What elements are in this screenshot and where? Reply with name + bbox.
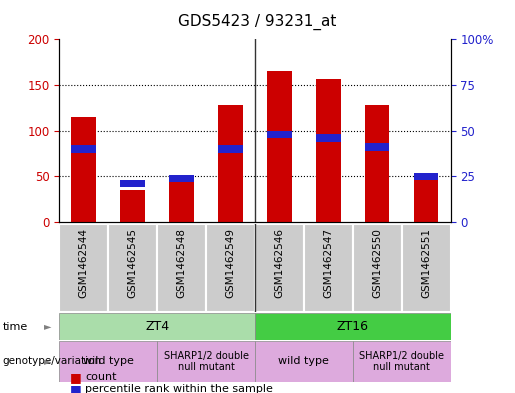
Bar <box>59 224 108 312</box>
Text: SHARP1/2 double
null mutant: SHARP1/2 double null mutant <box>163 351 249 372</box>
Text: GSM1462544: GSM1462544 <box>79 228 89 298</box>
Text: wild type: wild type <box>279 356 329 366</box>
Bar <box>72 117 96 222</box>
Text: ►: ► <box>44 321 51 332</box>
Text: GSM1462545: GSM1462545 <box>128 228 138 298</box>
Bar <box>365 105 389 222</box>
Bar <box>108 224 157 312</box>
Text: ■: ■ <box>70 371 81 384</box>
Text: time: time <box>3 321 28 332</box>
Bar <box>353 224 402 312</box>
Text: count: count <box>85 372 116 382</box>
Text: GSM1462547: GSM1462547 <box>323 228 333 298</box>
Text: GSM1462550: GSM1462550 <box>372 228 382 298</box>
Bar <box>218 105 243 222</box>
Text: percentile rank within the sample: percentile rank within the sample <box>85 384 273 393</box>
Bar <box>316 134 340 141</box>
Bar <box>365 143 389 151</box>
Text: GDS5423 / 93231_at: GDS5423 / 93231_at <box>178 14 337 30</box>
Bar <box>414 178 438 222</box>
Text: ■: ■ <box>70 382 81 393</box>
Bar <box>353 341 451 382</box>
Text: genotype/variation: genotype/variation <box>3 356 101 366</box>
Text: GSM1462548: GSM1462548 <box>177 228 186 298</box>
Text: ►: ► <box>44 356 51 366</box>
Bar <box>206 224 255 312</box>
Text: GSM1462549: GSM1462549 <box>226 228 235 298</box>
Bar <box>255 341 353 382</box>
Bar <box>316 79 340 222</box>
Text: wild type: wild type <box>83 356 133 366</box>
Text: ZT16: ZT16 <box>337 320 369 333</box>
Bar <box>267 71 291 222</box>
Bar <box>169 174 194 182</box>
Bar <box>255 224 304 312</box>
Bar <box>59 341 157 382</box>
Text: GSM1462551: GSM1462551 <box>421 228 431 298</box>
Bar <box>304 224 353 312</box>
Bar <box>121 190 145 222</box>
Text: GSM1462546: GSM1462546 <box>274 228 284 298</box>
Bar <box>267 130 291 138</box>
Bar <box>157 224 206 312</box>
Bar <box>72 145 96 152</box>
Bar <box>169 178 194 222</box>
Bar <box>157 341 255 382</box>
Bar <box>121 180 145 187</box>
Text: ZT4: ZT4 <box>145 320 169 333</box>
Bar <box>402 224 451 312</box>
Bar <box>414 173 438 180</box>
Bar <box>218 145 243 152</box>
Bar <box>255 313 451 340</box>
Bar <box>59 313 255 340</box>
Text: SHARP1/2 double
null mutant: SHARP1/2 double null mutant <box>359 351 444 372</box>
